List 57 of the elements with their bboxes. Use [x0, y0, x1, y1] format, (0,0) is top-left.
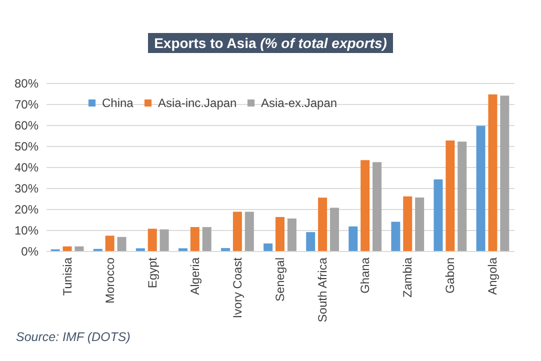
bar [318, 198, 328, 251]
bar [244, 212, 254, 251]
bar [178, 248, 188, 251]
y-tick-label: 10% [14, 224, 39, 238]
x-tick-label: Tunisia [60, 257, 74, 296]
bar [434, 179, 443, 251]
y-tick-label: 30% [14, 182, 39, 196]
x-tick-label: Zambia [400, 257, 415, 298]
x-tick-label: South Africa [316, 257, 330, 322]
bar [372, 162, 382, 251]
chart-subtitle: (% of total exports) [259, 35, 387, 51]
bar [232, 212, 242, 251]
chart-title: Exports to Asia [154, 35, 256, 51]
bar [488, 94, 498, 251]
x-tick-label: Ghana [358, 257, 372, 294]
bar [500, 96, 510, 251]
y-tick-label: 20% [14, 202, 39, 216]
legend-label: Asia-inc.Japan [158, 96, 237, 110]
bar [287, 218, 296, 251]
bar [348, 226, 358, 251]
bar [403, 196, 412, 251]
x-tick-label: Gabon [443, 258, 458, 294]
bar [105, 236, 114, 251]
x-tick-label: Ivory Coast [230, 256, 244, 318]
bar [160, 229, 169, 251]
y-tick-label: 50% [14, 140, 39, 154]
bar [276, 216, 284, 251]
y-tick-label: 70% [14, 98, 39, 112]
x-tick-label: Senegal [273, 258, 287, 302]
bar [391, 222, 400, 251]
bar [446, 140, 455, 251]
bar [264, 243, 273, 251]
bar [458, 142, 467, 251]
y-tick-label: 80% [14, 76, 39, 90]
y-tick-label: 40% [14, 160, 39, 174]
bar [221, 248, 230, 251]
bar [190, 227, 200, 251]
legend-label: China [102, 96, 134, 110]
bar [330, 208, 339, 251]
x-tick-label: Egypt [145, 256, 160, 288]
bar [360, 160, 370, 251]
bar [136, 248, 145, 251]
legend-label: Asia-ex.Japan [261, 96, 338, 110]
bar [415, 197, 424, 251]
x-tick-label: Morocco [102, 257, 117, 304]
source-note: Source: IMF (DOTS) [16, 330, 132, 344]
x-tick-label: Angola [486, 257, 500, 295]
bar [148, 228, 157, 251]
y-tick-label: 0% [21, 244, 39, 258]
x-tick-label: Algeria [188, 257, 202, 295]
bar [202, 227, 212, 251]
bar [74, 246, 84, 251]
bar [62, 246, 72, 251]
bar [117, 236, 126, 251]
bar [306, 232, 316, 251]
y-tick-label: 60% [14, 118, 39, 132]
bar [476, 126, 486, 251]
